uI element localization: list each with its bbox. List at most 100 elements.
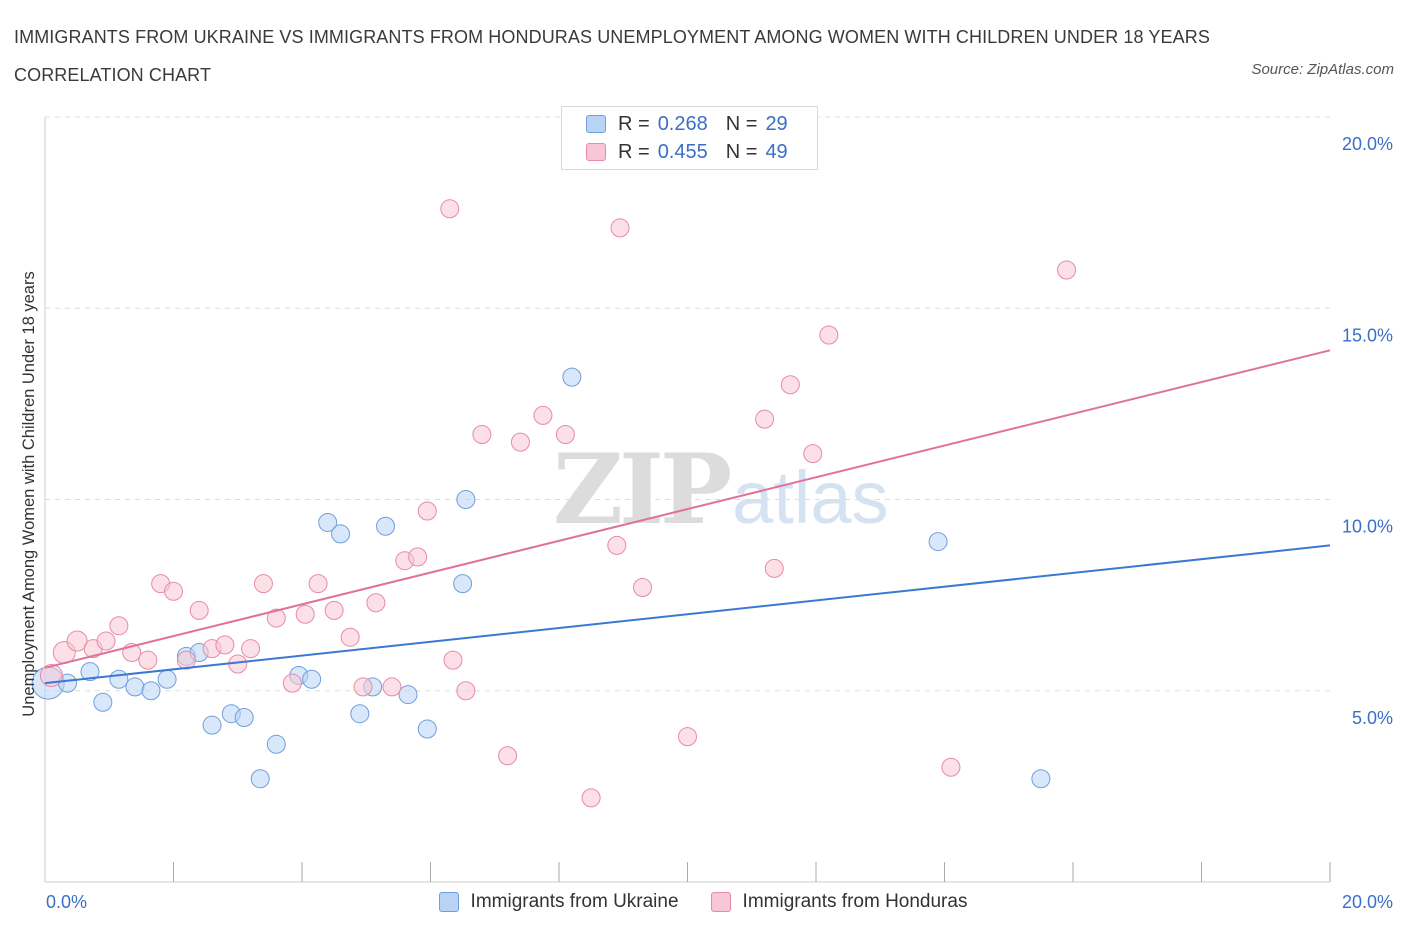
- axis-layer: [44, 117, 1331, 883]
- honduras-point: [555, 424, 575, 444]
- honduras-point: [533, 405, 553, 425]
- trend-lines-layer: [44, 349, 1331, 685]
- honduras-point: [96, 631, 116, 651]
- ukraine-point: [928, 532, 948, 552]
- honduras-point: [510, 432, 530, 452]
- watermark-atlas: atlas: [732, 456, 889, 539]
- ukraine-point: [417, 719, 437, 739]
- y-tick-label: 5.0%: [1352, 708, 1393, 728]
- legend-n-label: N =: [725, 112, 758, 135]
- series-legend-ukraine: Immigrants from Ukraine: [438, 891, 679, 913]
- series-legend-honduras: Immigrants from Honduras: [710, 891, 968, 913]
- honduras-point: [678, 727, 697, 747]
- legend-r-label: R =: [618, 140, 650, 163]
- ukraine-point: [302, 669, 322, 689]
- ukraine-point: [93, 692, 113, 712]
- honduras-trend-line: [44, 349, 1331, 669]
- honduras-point: [408, 547, 428, 567]
- honduras-point: [581, 788, 601, 808]
- honduras-point: [340, 627, 360, 647]
- ukraine-point: [202, 715, 222, 735]
- honduras-point: [241, 639, 261, 659]
- honduras-point: [109, 616, 129, 636]
- series-label-honduras: Immigrants from Honduras: [742, 891, 968, 912]
- y-tick-label: 15.0%: [1342, 325, 1393, 345]
- ukraine-point: [80, 662, 100, 682]
- source-credit: Source: ZipAtlas.com: [1251, 61, 1394, 78]
- ukraine-point: [318, 512, 338, 532]
- honduras-point: [472, 424, 492, 444]
- series-legend: Immigrants from Ukraine Immigrants from …: [0, 888, 1406, 916]
- ukraine-points-layer: [31, 367, 1051, 789]
- honduras-point: [366, 593, 386, 613]
- legend-n-value-honduras: 49: [765, 140, 788, 163]
- correlation-legend: R = 0.268 N = 29 R = 0.455 N = 49: [561, 106, 818, 170]
- honduras-point: [440, 199, 460, 219]
- honduras-point: [295, 604, 315, 624]
- chart-title: IMMIGRANTS FROM UKRAINE VS IMMIGRANTS FR…: [14, 27, 1210, 85]
- x-tick-label: 20.0%: [1342, 892, 1393, 912]
- ukraine-point: [250, 769, 270, 789]
- ukraine-point: [562, 367, 582, 387]
- honduras-point: [633, 577, 653, 597]
- honduras-point: [66, 630, 88, 652]
- grid-layer: [45, 116, 1330, 692]
- ukraine-point: [125, 677, 145, 697]
- honduras-point: [253, 574, 273, 594]
- honduras-point: [266, 608, 286, 628]
- honduras-point: [819, 325, 839, 345]
- honduras-point: [941, 757, 961, 777]
- honduras-point: [215, 635, 235, 655]
- honduras-point: [498, 746, 518, 766]
- ukraine-point: [109, 669, 129, 689]
- honduras-point: [164, 581, 183, 601]
- honduras-point: [1057, 260, 1077, 280]
- legend-swatch-ukraine: [586, 115, 606, 133]
- ukraine-point: [141, 681, 161, 701]
- honduras-point: [803, 444, 823, 464]
- honduras-point: [382, 677, 402, 697]
- honduras-point: [610, 218, 630, 238]
- ukraine-point: [331, 524, 351, 544]
- honduras-point: [417, 501, 437, 521]
- honduras-point: [324, 600, 344, 620]
- series-label-ukraine: Immigrants from Ukraine: [470, 891, 679, 912]
- honduras-point: [764, 558, 784, 578]
- legend-r-label: R =: [618, 112, 650, 135]
- series-swatch-honduras: [710, 892, 731, 912]
- ukraine-point: [234, 708, 254, 728]
- ukraine-trend-line: [44, 544, 1331, 685]
- legend-r-value-honduras: 0.455: [657, 140, 708, 163]
- ukraine-point: [376, 516, 396, 536]
- ukraine-point: [157, 669, 177, 689]
- legend-row-ukraine: R = 0.268 N = 29: [586, 111, 788, 137]
- y-tick-label: 20.0%: [1342, 134, 1393, 154]
- honduras-point: [282, 673, 302, 693]
- honduras-point: [176, 650, 196, 670]
- ukraine-point: [398, 685, 418, 705]
- ukraine-point: [266, 734, 286, 754]
- legend-n-value-ukraine: 29: [765, 112, 788, 135]
- legend-row-honduras: R = 0.455 N = 49: [586, 139, 788, 165]
- honduras-point: [456, 681, 476, 701]
- legend-r-value-ukraine: 0.268: [657, 112, 708, 135]
- honduras-point: [353, 677, 373, 697]
- ukraine-point: [456, 490, 476, 509]
- honduras-point: [780, 375, 800, 395]
- honduras-point: [308, 574, 328, 594]
- ukraine-point: [1031, 769, 1051, 789]
- honduras-point: [138, 650, 158, 670]
- y-axis-label: Unemployment Among Women with Children U…: [20, 271, 38, 716]
- honduras-point: [607, 535, 627, 555]
- watermark: ZIPatlas: [553, 442, 888, 539]
- honduras-point: [755, 409, 775, 429]
- legend-n-label: N =: [725, 140, 758, 163]
- y-tick-label: 10.0%: [1342, 517, 1393, 537]
- honduras-point: [189, 600, 209, 620]
- watermark-zip: ZIP: [553, 433, 732, 546]
- honduras-point: [443, 650, 463, 670]
- ukraine-point: [453, 574, 473, 594]
- ukraine-point: [350, 704, 370, 724]
- honduras-points-layer: [39, 199, 1077, 808]
